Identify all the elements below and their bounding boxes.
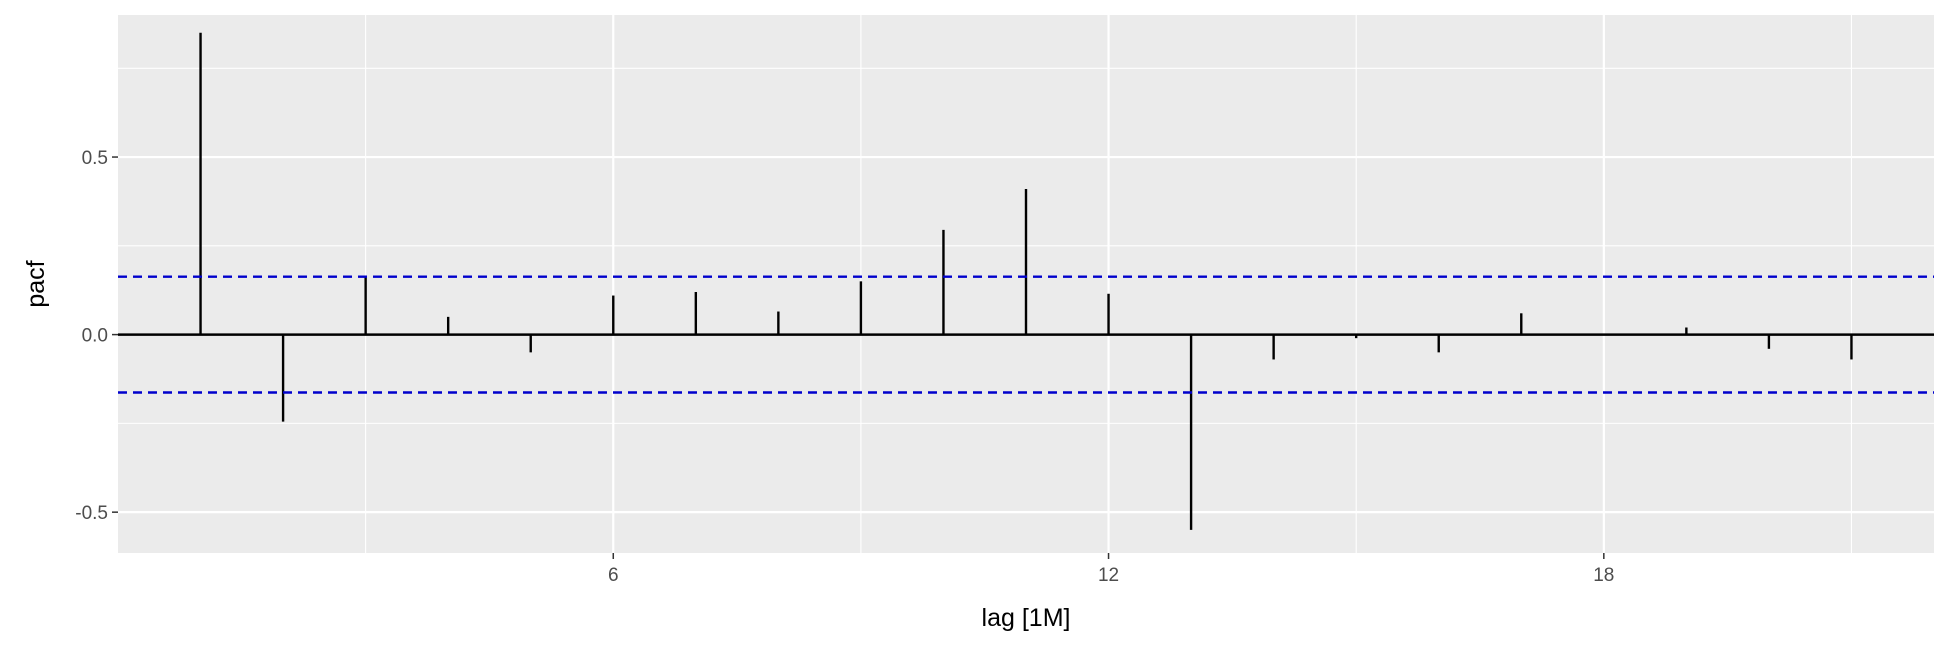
y-tick-label: 0.0	[82, 326, 108, 347]
pacf-spikes	[199, 32, 1853, 530]
x-tick-label: 6	[608, 565, 619, 586]
y-tick-label: 0.5	[82, 148, 108, 169]
x-tick-label: 18	[1593, 565, 1614, 586]
confidence-bounds	[118, 275, 1934, 394]
y-tick-label: -0.5	[75, 503, 108, 524]
x-axis-ticks: 6 12 18	[608, 553, 1614, 586]
y-axis-title: pacf	[22, 260, 50, 307]
x-tick-label: 12	[1098, 565, 1119, 586]
x-axis-title: lag [1M]	[982, 604, 1071, 632]
y-axis-ticks: -0.5 0.0 0.5	[75, 148, 118, 524]
